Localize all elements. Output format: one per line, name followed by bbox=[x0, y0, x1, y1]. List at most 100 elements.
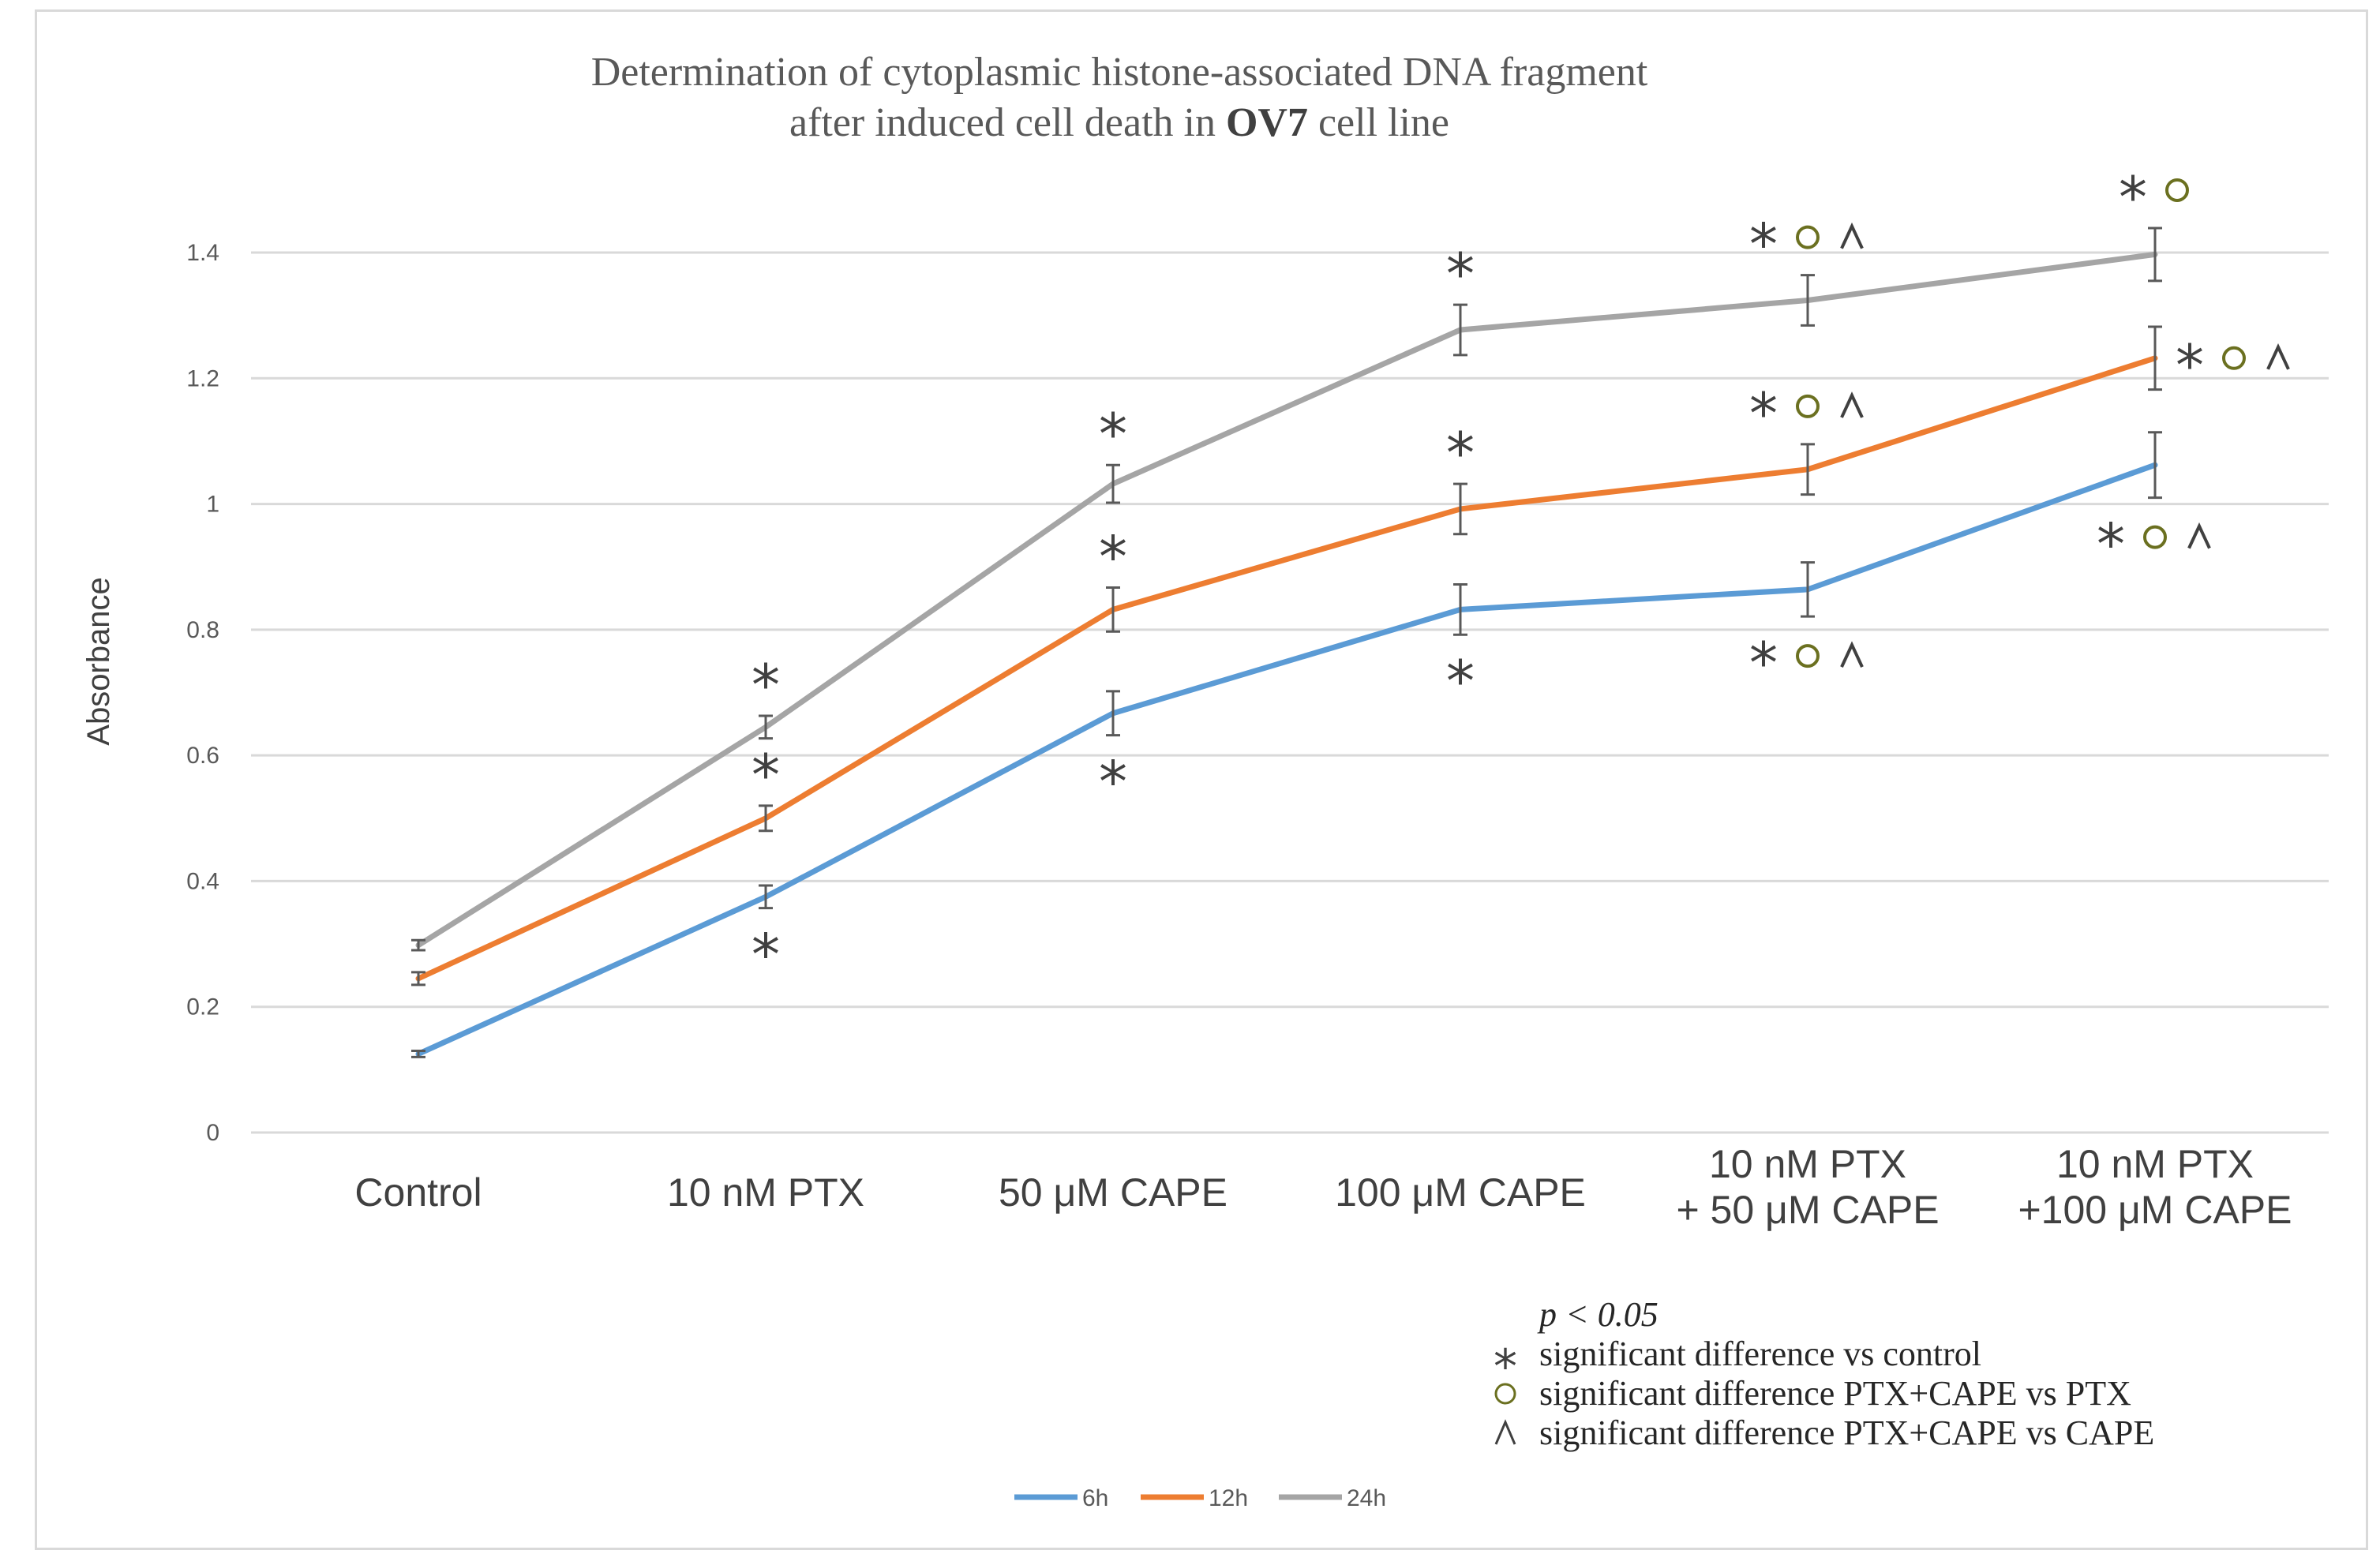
annotation-group: * bbox=[1446, 241, 1475, 307]
series-lines bbox=[415, 251, 2158, 1057]
annotation-group: * bbox=[1446, 420, 1475, 486]
circle-marker bbox=[2165, 178, 2189, 202]
star-marker: * bbox=[1099, 401, 1127, 467]
legend-label-24h: 24h bbox=[1347, 1485, 1386, 1511]
caret-marker bbox=[1494, 1419, 1516, 1445]
star-marker: * bbox=[2176, 332, 2204, 399]
annotation-group: * bbox=[751, 922, 780, 988]
annotation-group: * bbox=[2119, 164, 2189, 230]
star-marker: * bbox=[1446, 241, 1475, 307]
star-marker: * bbox=[1446, 648, 1475, 714]
error-bar bbox=[411, 938, 425, 952]
y-tick-label: 0.4 bbox=[186, 868, 219, 894]
x-tick-label: +100 μM CAPE bbox=[2018, 1188, 2292, 1232]
error-bar bbox=[2148, 227, 2162, 283]
caret-marker bbox=[1840, 222, 1864, 249]
error-bar bbox=[2148, 431, 2162, 500]
caret-marker bbox=[1840, 391, 1864, 418]
error-bar bbox=[759, 804, 773, 833]
x-tick-label: 10 nM PTX bbox=[2056, 1142, 2254, 1186]
error-bar bbox=[1801, 443, 1815, 496]
star-marker: * bbox=[1749, 380, 1778, 447]
legend-label-12h: 12h bbox=[1209, 1485, 1248, 1511]
significance-note-text: significant difference vs control bbox=[1539, 1335, 1981, 1373]
star-marker: * bbox=[1099, 523, 1127, 590]
y-axis-ticks: 0 0.2 0.4 0.6 0.8 1 1.2 1.4 bbox=[186, 240, 219, 1146]
circle-marker bbox=[2222, 346, 2246, 370]
star-marker: * bbox=[1446, 420, 1475, 486]
error-bar bbox=[411, 1049, 425, 1058]
error-bar bbox=[1453, 583, 1467, 636]
x-tick-label: + 50 μM CAPE bbox=[1676, 1188, 1939, 1232]
significance-note: p < 0.05 * significant difference vs cont… bbox=[1494, 1295, 2154, 1452]
significance-note-text: significant difference PTX+CAPE vs CAPE bbox=[1539, 1413, 2154, 1452]
error-bar bbox=[1453, 303, 1467, 357]
star-marker: * bbox=[751, 652, 780, 718]
series-line-24h bbox=[415, 251, 2158, 949]
y-axis-label: Absorbance bbox=[81, 577, 116, 745]
chart-frame bbox=[35, 9, 2368, 1550]
error-bar bbox=[1801, 561, 1815, 618]
x-axis-ticks: Control 10 nM PTX 50 μM CAPE 100 μM CAPE 10 … bbox=[354, 1142, 2292, 1232]
circle-marker bbox=[1796, 225, 1820, 249]
caret-marker bbox=[2266, 343, 2290, 370]
annotation-group: * bbox=[1099, 401, 1127, 467]
error-bar bbox=[1801, 274, 1815, 327]
error-bar bbox=[759, 714, 773, 740]
p-value-label: p < 0.05 bbox=[1537, 1295, 1659, 1334]
y-tick-label: 1 bbox=[206, 492, 219, 518]
legend-label-6h: 6h bbox=[1082, 1485, 1108, 1511]
significance-annotations: * * * * * * * * * * * * * * * bbox=[751, 164, 2290, 988]
caret-marker bbox=[1840, 641, 1864, 668]
x-tick-label: 100 μM CAPE bbox=[1335, 1170, 1586, 1215]
circle-marker bbox=[1796, 394, 1820, 418]
annotation-group: * bbox=[2097, 511, 2211, 578]
annotation-group: * bbox=[1099, 523, 1127, 590]
chart-title-line-2: after induced cell death in OV7 cell lin… bbox=[789, 100, 1449, 145]
annotation-group: * bbox=[1749, 212, 1864, 278]
star-marker: * bbox=[1749, 630, 1778, 696]
series-line-12h bbox=[415, 355, 2158, 982]
chart-title-line-1: Determination of cytoplasmic histone-ass… bbox=[591, 50, 1648, 95]
x-tick-label: 10 nM PTX bbox=[1709, 1142, 1906, 1186]
star-marker: * bbox=[1749, 212, 1778, 278]
circle-marker bbox=[2143, 525, 2167, 549]
error-bar bbox=[1106, 586, 1120, 633]
star-marker: * bbox=[1494, 1339, 1517, 1395]
y-tick-label: 0.6 bbox=[186, 743, 219, 769]
legend: 6h 12h 24h bbox=[1014, 1485, 1386, 1511]
annotation-group: * bbox=[1446, 648, 1475, 714]
x-tick-label: 50 μM CAPE bbox=[999, 1170, 1227, 1215]
y-tick-label: 1.4 bbox=[186, 240, 219, 266]
x-tick-label: Control bbox=[354, 1170, 482, 1215]
error-bar bbox=[759, 884, 773, 910]
caret-marker bbox=[2187, 522, 2211, 549]
circle-marker bbox=[1494, 1383, 1516, 1405]
error-bar bbox=[1453, 482, 1467, 536]
error-bar bbox=[1106, 463, 1120, 504]
gridlines bbox=[251, 251, 2329, 1134]
y-tick-label: 1.2 bbox=[186, 365, 219, 391]
y-tick-label: 0 bbox=[206, 1120, 219, 1146]
star-marker: * bbox=[2119, 164, 2147, 230]
error-bar bbox=[2148, 325, 2162, 391]
star-marker: * bbox=[751, 922, 780, 988]
significance-note-text: significant difference PTX+CAPE vs PTX bbox=[1539, 1374, 2131, 1413]
significance-note-item: significant difference PTX+CAPE vs PTX bbox=[1494, 1374, 2131, 1413]
annotation-group: * bbox=[2176, 332, 2290, 399]
error-bar bbox=[1106, 690, 1120, 737]
annotation-group: * bbox=[751, 742, 780, 808]
x-tick-label: 10 nM PTX bbox=[667, 1170, 864, 1215]
significance-note-item: significant difference PTX+CAPE vs CAPE bbox=[1494, 1413, 2154, 1452]
circle-marker bbox=[1796, 644, 1820, 668]
annotation-group: * bbox=[751, 652, 780, 718]
star-marker: * bbox=[751, 742, 780, 808]
star-marker: * bbox=[1099, 749, 1127, 815]
y-tick-label: 0.2 bbox=[186, 994, 219, 1020]
y-tick-label: 0.8 bbox=[186, 617, 219, 643]
series-line-6h bbox=[415, 462, 2158, 1057]
annotation-group: * bbox=[1099, 749, 1127, 815]
error-bars bbox=[411, 227, 2162, 1058]
error-bar bbox=[411, 971, 425, 987]
